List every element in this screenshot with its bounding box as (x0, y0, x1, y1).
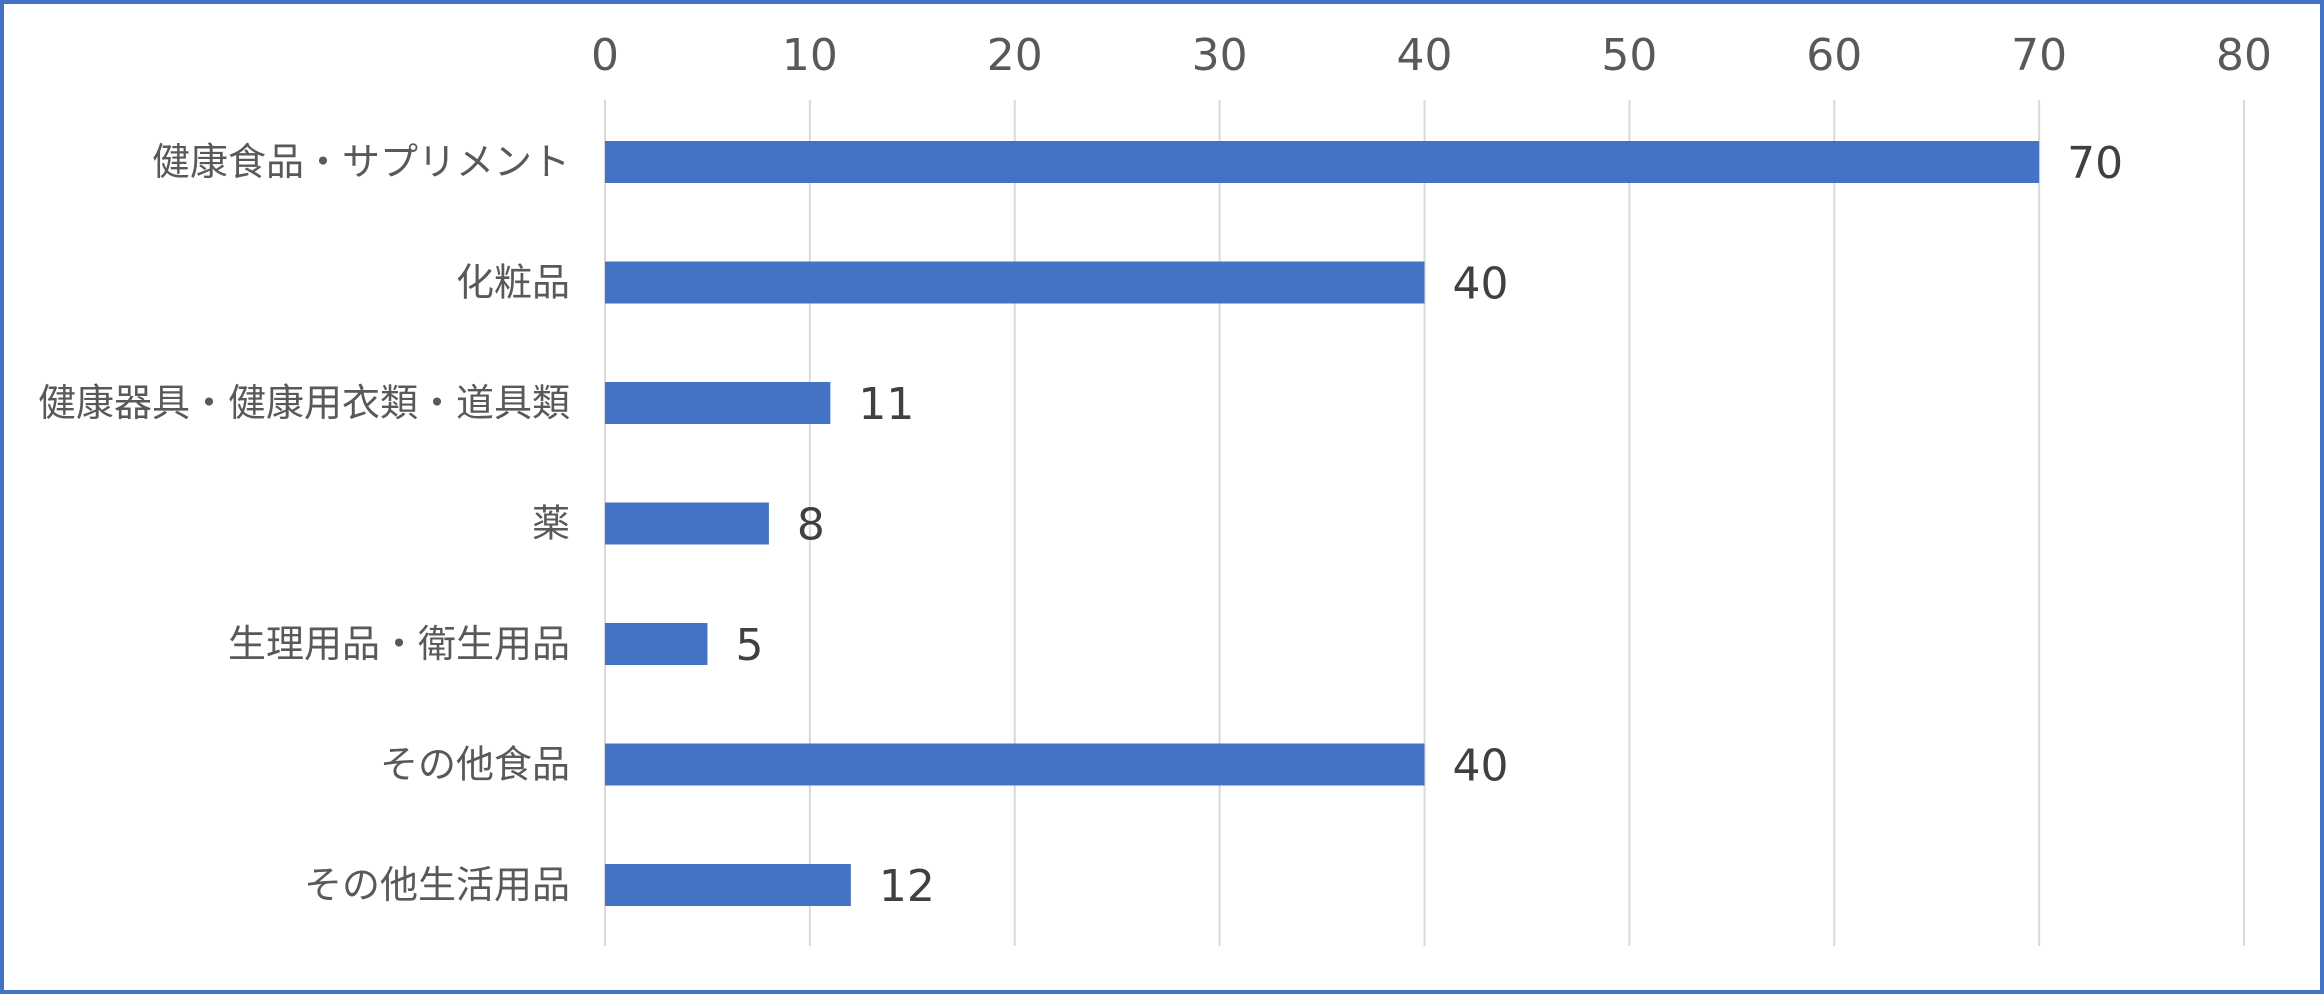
x-tick-label: 10 (782, 30, 838, 81)
bar (605, 502, 769, 545)
x-tick-label: 20 (987, 30, 1043, 81)
data-label: 8 (797, 500, 825, 551)
bar (605, 382, 831, 424)
x-tick-label: 30 (1192, 30, 1248, 81)
grid-lines (808, 100, 2245, 946)
category-label: 薬 (532, 502, 570, 546)
data-labels: 70 40 11 8 5 40 12 (735, 138, 2123, 912)
x-axis-ticks: 0 10 20 30 40 50 60 70 80 (591, 30, 2272, 81)
bar-chart: 0 10 20 30 40 50 60 70 80 健康食品・サプリメント化粧品健康器具・健康用… (38, 30, 2272, 946)
category-label: 生理用品・衛生用品 (228, 622, 570, 666)
x-tick-label: 80 (2216, 30, 2272, 81)
x-tick-label: 0 (591, 30, 619, 81)
category-labels: 健康食品・サプリメント化粧品健康器具・健康用衣類・道具類薬生理用品・衛生用品その… (38, 140, 570, 907)
data-label: 11 (858, 379, 914, 430)
data-label: 5 (735, 620, 763, 671)
bars (605, 141, 2040, 906)
data-label: 40 (1453, 259, 1509, 310)
x-tick-label: 40 (1397, 30, 1453, 81)
category-label: その他生活用品 (304, 863, 570, 907)
data-label: 40 (1453, 741, 1509, 792)
data-label: 12 (879, 861, 935, 912)
category-label: 健康器具・健康用衣類・道具類 (38, 381, 570, 425)
bar (605, 864, 851, 906)
category-label: その他食品 (380, 743, 570, 787)
bar (605, 623, 708, 665)
bar (605, 743, 1425, 786)
x-tick-label: 50 (1601, 30, 1657, 81)
x-tick-label: 60 (1806, 30, 1862, 81)
bar (605, 141, 2040, 183)
category-label: 化粧品 (456, 261, 570, 305)
bar (605, 261, 1425, 304)
data-label: 70 (2067, 138, 2123, 189)
x-tick-label: 70 (2011, 30, 2067, 81)
category-label: 健康食品・サプリメント (152, 140, 570, 184)
